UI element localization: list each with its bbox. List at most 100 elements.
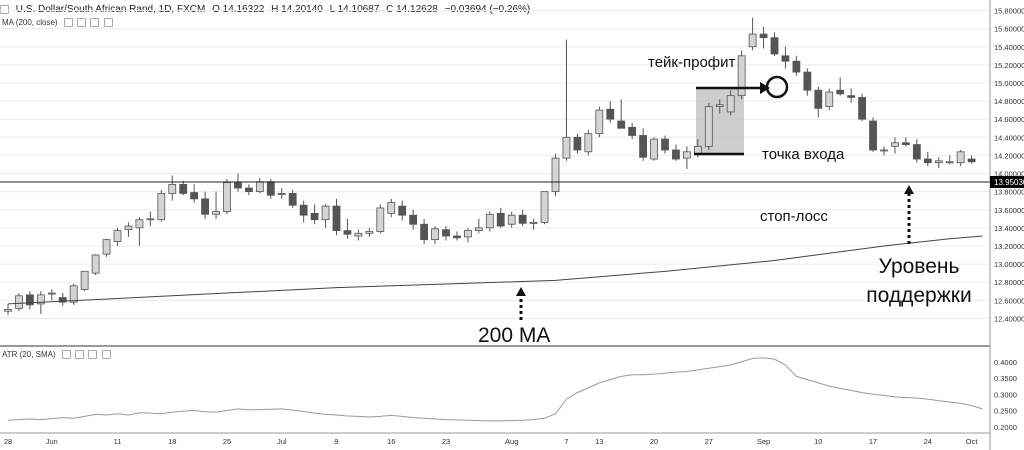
candle — [650, 138, 658, 160]
price-tick-label: 15.40000 — [994, 43, 1024, 52]
candle — [770, 37, 779, 55]
close-icon[interactable] — [90, 18, 100, 28]
time-tick-label: 18 — [168, 437, 176, 446]
time-tick-label: 17 — [869, 437, 877, 446]
atr-tick-label: 0.3000 — [994, 390, 1017, 399]
time-tick-label: 27 — [705, 437, 713, 446]
time-tick-label: 11 — [114, 437, 122, 446]
candle — [299, 204, 308, 216]
candle — [47, 292, 56, 295]
ma-study-legend[interactable]: MA (200, close) — [2, 18, 115, 28]
price-tick-label: 12.60000 — [994, 296, 1024, 305]
candle — [847, 95, 856, 98]
candle — [485, 213, 494, 229]
candle — [135, 219, 144, 229]
candle — [836, 89, 845, 95]
eye-icon[interactable] — [61, 350, 71, 360]
time-tick-label: Aug — [505, 437, 518, 446]
candle — [431, 228, 439, 241]
time-tick-label: Jun — [46, 437, 58, 446]
candle — [934, 160, 943, 164]
candle — [4, 308, 12, 312]
atr-line — [7, 357, 983, 422]
time-tick-label: Jul — [277, 437, 287, 446]
settings-icon[interactable] — [75, 350, 85, 360]
candle — [15, 295, 23, 309]
close-icon[interactable] — [88, 350, 98, 360]
atr-tick-label: 0.2500 — [994, 407, 1017, 416]
candle — [683, 151, 691, 159]
candle — [58, 297, 67, 303]
candle — [343, 230, 352, 235]
candle — [354, 232, 363, 237]
time-tick-label: 23 — [442, 437, 450, 446]
more-icon[interactable] — [103, 18, 113, 28]
candle — [639, 135, 647, 158]
candle — [420, 223, 429, 241]
candle — [606, 108, 615, 120]
candle — [146, 218, 155, 221]
candle — [759, 33, 768, 39]
time-tick-label: 13 — [595, 437, 603, 446]
candle — [781, 55, 790, 62]
ohlc-low: L 14.10687 — [329, 4, 380, 15]
atr-axis[interactable]: 0.4000 0.3500 0.3000 0.2500 0.2000 — [994, 358, 1017, 432]
more-icon[interactable] — [101, 350, 111, 360]
time-tick-label: 24 — [924, 437, 932, 446]
time-tick-label: 9 — [334, 437, 338, 446]
ma200-line — [7, 235, 983, 305]
arrow-up-icon — [904, 185, 914, 194]
time-axis[interactable]: 28 Jun 11 18 25 Jul 9 16 23 Aug 7 13 20 27 Sep 10 17 24 Oc… — [4, 437, 979, 446]
candle — [463, 230, 472, 238]
candle — [540, 191, 549, 223]
price-marker — [990, 176, 1024, 188]
ohlc-close: C 14.12628 — [386, 4, 438, 15]
candle — [880, 149, 888, 152]
candle — [573, 136, 582, 151]
candle — [310, 212, 319, 221]
candle — [945, 161, 954, 164]
candle — [255, 181, 264, 193]
eye-icon[interactable] — [63, 18, 73, 28]
candle — [507, 214, 516, 225]
collapse-icon[interactable] — [0, 4, 9, 14]
candle — [212, 211, 220, 215]
candle — [715, 104, 724, 107]
candle — [113, 230, 122, 242]
atr-study-legend[interactable]: ATR (20, SMA) — [2, 350, 113, 360]
support-level-label: Уровень поддержки — [866, 255, 972, 307]
price-tick-label: 14.00000 — [994, 170, 1024, 179]
candle — [617, 120, 626, 129]
candle — [25, 294, 34, 306]
candle — [168, 183, 177, 194]
ma200-label: 200 MA — [478, 324, 551, 347]
candle — [277, 193, 286, 195]
candle — [891, 142, 899, 147]
price-tick-label: 12.40000 — [994, 314, 1024, 323]
atr-study-label: ATR (20, SMA) — [2, 350, 56, 359]
candle — [967, 158, 976, 163]
price-axis[interactable]: 15.80000 15.60000 15.40000 15.20000 15.00000… — [994, 7, 1024, 324]
ohlc-change: −0.03694 (−0.26%) — [444, 4, 531, 15]
candle — [584, 133, 593, 153]
price-tick-label: 13.00000 — [994, 260, 1024, 269]
settings-icon[interactable] — [77, 18, 87, 28]
candle — [376, 207, 385, 232]
take-profit-label: тейк-профит — [648, 54, 736, 71]
time-tick-label: 16 — [387, 437, 395, 446]
time-tick-label: 10 — [814, 437, 822, 446]
price-tick-label: 15.60000 — [994, 25, 1024, 34]
candle — [474, 227, 483, 231]
candle — [332, 205, 341, 231]
candle — [726, 95, 735, 113]
candle — [518, 214, 527, 224]
candle — [442, 229, 450, 237]
candle — [737, 55, 746, 97]
candle — [80, 270, 89, 290]
price-tick-label: 14.20000 — [994, 151, 1024, 160]
time-tick-label: Oct — [966, 437, 979, 446]
symbol-title[interactable]: U.S. Dollar/South African Rand, 1D, FXCM — [15, 4, 206, 15]
candle — [179, 183, 188, 194]
price-tick-label: 15.20000 — [994, 61, 1024, 70]
